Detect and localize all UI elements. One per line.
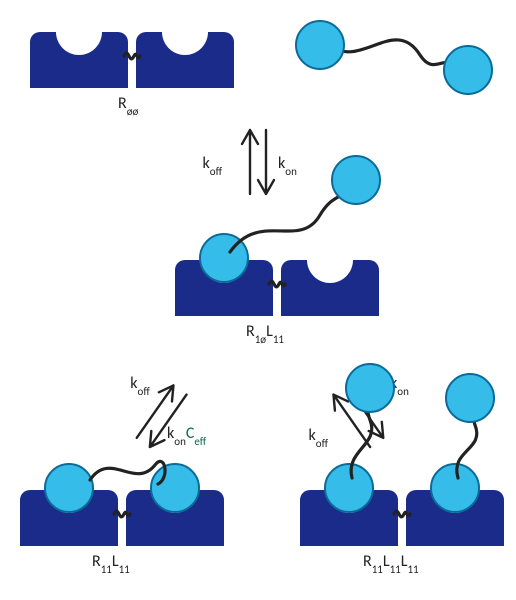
free-ball-br-2 (446, 374, 494, 422)
free-ligand-top (296, 21, 492, 94)
state-R11L11L11 (300, 464, 504, 546)
label-R10L11: R1øL11 (246, 322, 284, 346)
state-R00 (30, 32, 234, 88)
linker-mid (230, 187, 350, 252)
arrow3-koff: koff (308, 426, 328, 450)
free-ball-br-1 (346, 364, 394, 412)
label-R00: Røø (118, 94, 139, 118)
arrow1-koff: koff (202, 154, 222, 178)
arrow1-kon: kon (278, 154, 297, 178)
state-diagram: Røø koff kon R1øL11 koff konCeff kon kof… (0, 0, 516, 600)
arrow2-konCeff: konCeff (167, 424, 207, 448)
state-R10L11 (175, 234, 379, 316)
label-R11L11L11: R11L11L11 (363, 552, 419, 576)
arrow-1 (242, 130, 274, 194)
label-R11L11: R11L11 (92, 552, 130, 576)
state-R11L11 (20, 461, 224, 546)
arrow2-koff: koff (130, 374, 150, 398)
free-ball-mid (332, 156, 380, 204)
